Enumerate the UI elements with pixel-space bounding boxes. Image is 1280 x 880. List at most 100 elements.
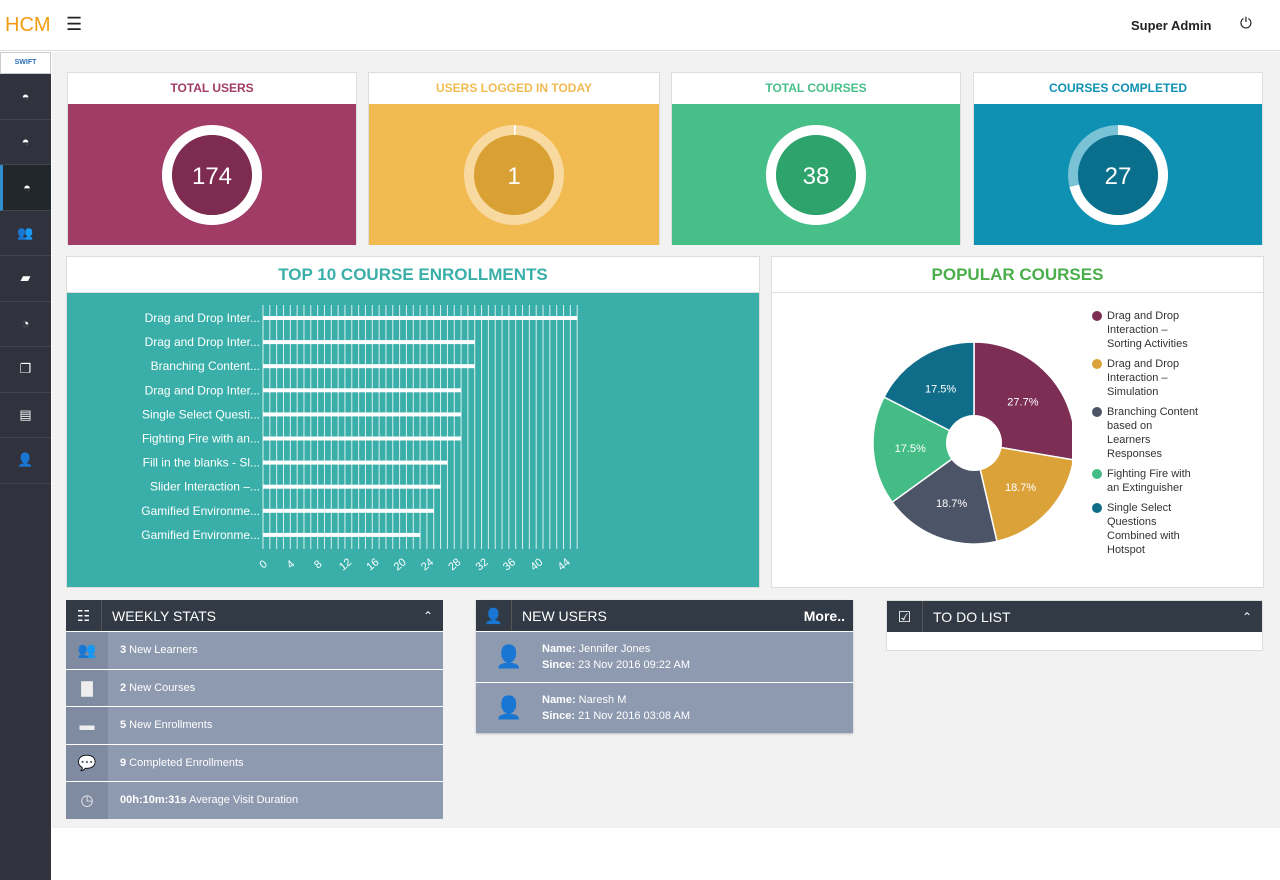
bar[interactable] [263, 484, 441, 489]
collapse-icon[interactable]: ⌃ [422, 608, 433, 623]
user-name: Jennifer Jones [575, 643, 651, 655]
weekly-stat-row: ◷ 00h:10m:31s Average Visit Duration [66, 781, 443, 819]
legend-item[interactable]: Drag and Drop Interaction – Sorting Activi… [1092, 309, 1222, 351]
user-icon: 👤 [476, 600, 512, 631]
sidebar-item[interactable]: 👤 [0, 438, 51, 484]
sidebar-item[interactable]: 👥 [0, 211, 51, 256]
more-link[interactable]: More.. [803, 607, 845, 624]
category-label: Branching Content... [151, 359, 260, 373]
weekly-stats-title: WEEKLY STATS [112, 607, 216, 624]
legend-swatch [1092, 503, 1102, 513]
new-user-row[interactable]: 👤 Name: Jennifer Jones Since: 23 Nov 2016 … [476, 631, 853, 682]
sidebar-item[interactable]: ▤ [0, 393, 51, 438]
minus-icon: ▬ [66, 707, 108, 744]
enrollments-title: TOP 10 COURSE ENROLLMENTS [67, 257, 759, 293]
stat-card-title: USERS LOGGED IN TODAY [369, 73, 659, 104]
sidebar-item[interactable]: ▰ [0, 256, 51, 302]
legend-label: Single Select Questions Combined with Hotsp… [1107, 502, 1180, 556]
stat-card: TOTAL COURSES 38 [671, 72, 961, 245]
pie-slice[interactable] [973, 442, 1072, 543]
sidebar-item[interactable]: ◓ [0, 120, 51, 165]
sidebar-item[interactable]: ◓ [0, 74, 51, 120]
bar[interactable] [263, 388, 462, 393]
document-icon: ▤ [19, 406, 32, 422]
sidebar: SWIFT ◓ ◓ ◓ 👥 ▰ ◔ ❐ ▤ 👤 [0, 52, 51, 880]
category-label: Drag and Drop Inter... [145, 383, 260, 397]
stat-count: 9 [120, 756, 127, 769]
stat-card: COURSES COMPLETED 27 [973, 72, 1263, 245]
sidebar-item[interactable]: ◔ [0, 302, 51, 347]
user-since: 21 Nov 2016 03:08 AM [575, 710, 690, 722]
x-tick-label: 40 [528, 556, 545, 573]
stat-card-title: TOTAL USERS [68, 73, 356, 104]
todo-title: TO DO LIST [933, 608, 1011, 625]
slice-label: 18.7% [1005, 482, 1036, 494]
popular-pie-chart: 27.7% 18.7% 18.7% 17.5% 17.5% [872, 341, 1072, 545]
weekly-stat-row: ▬ 5 New Enrollments [66, 706, 443, 744]
bar[interactable] [263, 316, 578, 320]
enrollments-panel: TOP 10 COURSE ENROLLMENTS Drag and Drop … [66, 256, 760, 588]
stat-card-title: COURSES COMPLETED [974, 73, 1262, 104]
user-name: Naresh M [575, 694, 627, 706]
stat-value: 1 [507, 163, 520, 190]
new-users-box: 👤 NEW USERS More.. 👤 Name: Jennifer Jones Si… [476, 600, 853, 733]
category-label: Single Select Questi... [142, 407, 260, 421]
category-label: Fighting Fire with an... [142, 432, 260, 446]
brand-logo: SWIFT [0, 52, 51, 74]
user-icon: 👤 [17, 452, 34, 468]
sidebar-item[interactable]: ❐ [0, 347, 51, 393]
slice-label: 18.7% [936, 498, 967, 510]
x-tick-label: 28 [446, 556, 463, 573]
sidebar-item[interactable]: ◓ [0, 165, 51, 211]
legend-item[interactable]: Drag and Drop Interaction – Simulation [1092, 357, 1222, 399]
hamburger-menu-icon[interactable]: ☰ [66, 14, 83, 34]
pie-legend: Drag and Drop Interaction – Sorting Activi… [1092, 309, 1222, 563]
legend-swatch [1092, 311, 1102, 321]
stat-label: New Courses [126, 681, 196, 694]
power-icon[interactable]: ⏻ [1240, 15, 1252, 32]
stat-count: 3 [120, 644, 127, 657]
legend-label: Drag and Drop Interaction – Simulation [1107, 358, 1180, 398]
logo[interactable]: HCM [5, 14, 51, 36]
category-label: Gamified Environme... [141, 528, 260, 542]
stat-label: Average Visit Duration [186, 794, 299, 807]
legend-label: Branching Content based on Learners Respons… [1107, 406, 1199, 460]
dashboard-icon: ◓ [23, 179, 31, 195]
popular-panel: POPULAR COURSES 27.7% 18.7% 18.7% 17.5% 17.5… [771, 256, 1264, 588]
legend-item[interactable]: Fighting Fire with an Extinguisher [1092, 467, 1222, 495]
bar[interactable] [263, 532, 421, 537]
top-bar: HCM ☰ Super Admin ⏻ [0, 0, 1280, 51]
x-tick-label: 44 [556, 556, 573, 573]
pie-slice[interactable] [883, 341, 975, 445]
comment-icon: 💬 [66, 744, 108, 781]
popular-title: POPULAR COURSES [772, 257, 1263, 293]
legend-label: Fighting Fire with an Extinguisher [1107, 468, 1191, 494]
bar[interactable] [263, 412, 462, 417]
slice-label: 17.5% [925, 383, 956, 395]
category-label: Slider Interaction –... [150, 480, 260, 494]
file-icon: ▇ [66, 669, 108, 706]
user-name[interactable]: Super Admin [1131, 18, 1212, 33]
x-tick-label: 8 [312, 558, 324, 571]
weekly-stat-row: 👥 3 New Learners [66, 631, 443, 669]
new-users-title: NEW USERS [522, 607, 607, 624]
collapse-icon[interactable]: ⌃ [1241, 609, 1252, 624]
bar[interactable] [263, 460, 448, 465]
stat-value: 174 [192, 163, 232, 190]
checkbox-icon: ☑ [887, 601, 923, 632]
pie-slice[interactable] [872, 396, 976, 504]
enrollments-chart: Drag and Drop Inter... Drag and Drop Inte… [67, 293, 759, 587]
bar[interactable] [263, 364, 475, 369]
legend-item[interactable]: Single Select Questions Combined with Hotsp… [1092, 501, 1222, 557]
new-user-row[interactable]: 👤 Name: Naresh M Since: 21 Nov 2016 03:08 … [476, 682, 853, 733]
weekly-stat-row: 💬 9 Completed Enrollments [66, 743, 443, 781]
copy-icon: ❐ [19, 361, 32, 377]
stat-value: 27 [1105, 163, 1132, 190]
bar[interactable] [263, 436, 462, 441]
add-user-icon: 👤 [495, 644, 523, 669]
legend-item[interactable]: Branching Content based on Learners Respons… [1092, 405, 1222, 461]
bar[interactable] [263, 508, 434, 513]
stat-count: 00h:10m:31s [120, 794, 187, 807]
legend-swatch [1092, 407, 1102, 417]
bar[interactable] [263, 340, 475, 345]
